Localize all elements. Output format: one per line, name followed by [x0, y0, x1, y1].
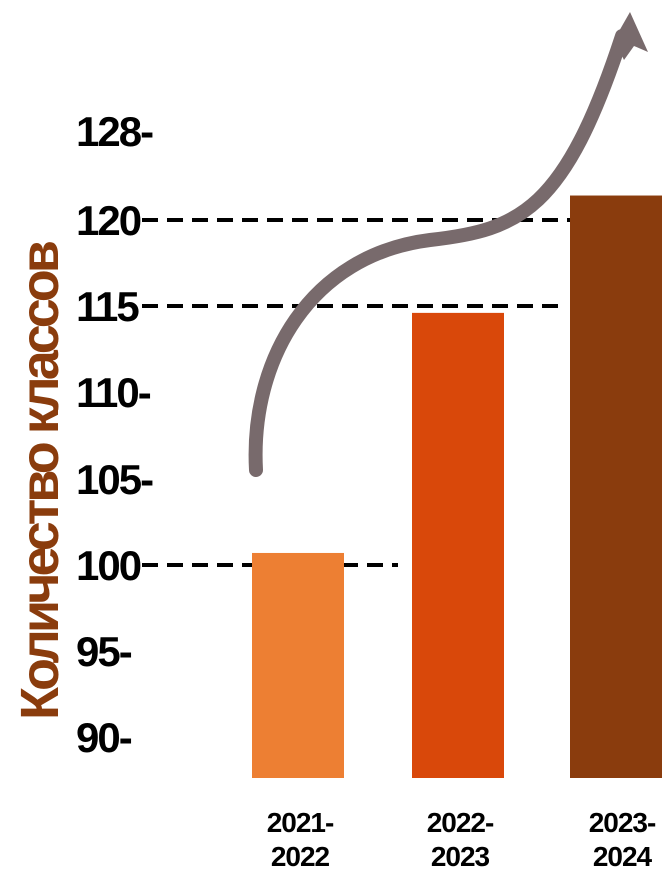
bar-1	[412, 312, 504, 778]
trend-arrow	[248, 12, 648, 477]
bars	[252, 195, 662, 778]
y-axis-label: Количество классов	[10, 241, 70, 720]
trend-arrow-head	[614, 12, 648, 60]
trend-arrow-shaft	[248, 29, 629, 477]
y-tick-95: 95-	[76, 628, 132, 675]
x-category-2: 2023-2024	[589, 807, 656, 870]
x-category-0: 2021-2022	[267, 807, 334, 870]
y-tick-labels: 90- 95- 100 105- 110- 115 120 128-	[76, 108, 155, 761]
y-tick-128: 128-	[76, 108, 153, 155]
y-tick-115: 115	[76, 283, 139, 330]
y-tick-110: 110-	[76, 369, 151, 416]
bar-0	[252, 552, 344, 778]
y-tick-105: 105-	[76, 456, 153, 503]
x-category-labels: 2021-2022 2022-2023 2023-2024	[267, 807, 657, 870]
y-tick-90: 90-	[76, 714, 132, 761]
bar-2	[570, 195, 662, 778]
y-tick-120: 120	[76, 197, 141, 244]
y-tick-100: 100	[76, 542, 141, 589]
reference-lines	[142, 218, 616, 567]
x-category-1: 2022-2023	[427, 807, 494, 870]
